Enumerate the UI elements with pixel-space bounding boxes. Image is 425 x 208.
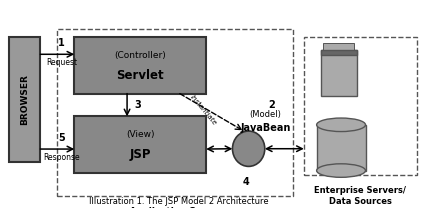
Text: BROWSER: BROWSER <box>20 74 29 125</box>
Bar <box>323 43 354 50</box>
Bar <box>57 29 293 196</box>
Text: JavaBean: JavaBean <box>241 123 291 133</box>
Text: 4: 4 <box>243 177 250 187</box>
Bar <box>8 37 40 162</box>
Text: 1: 1 <box>58 38 65 48</box>
Text: 2: 2 <box>269 100 275 110</box>
Bar <box>321 50 357 55</box>
Bar <box>304 37 416 175</box>
Bar <box>74 116 206 173</box>
Text: Response: Response <box>43 153 80 162</box>
Bar <box>74 37 206 94</box>
Text: JSP: JSP <box>130 148 151 161</box>
Ellipse shape <box>232 131 265 166</box>
Text: Servlet: Servlet <box>116 69 164 82</box>
Text: (Model): (Model) <box>249 110 281 119</box>
Text: Illustration 1. The JSP Model 2 Architecture: Illustration 1. The JSP Model 2 Architec… <box>89 197 268 206</box>
Text: (Controller): (Controller) <box>114 51 166 60</box>
Ellipse shape <box>317 118 366 132</box>
Ellipse shape <box>317 164 366 177</box>
Text: Application Server: Application Server <box>128 207 223 208</box>
Text: Request: Request <box>46 58 77 67</box>
Text: Enterprise Servers/
Data Sources: Enterprise Servers/ Data Sources <box>314 186 406 206</box>
Text: 5: 5 <box>58 133 65 143</box>
Bar <box>321 50 357 96</box>
Text: instantiate: instantiate <box>189 94 218 127</box>
Text: (View): (View) <box>126 130 155 139</box>
Bar <box>317 125 366 171</box>
Text: 3: 3 <box>135 100 142 110</box>
